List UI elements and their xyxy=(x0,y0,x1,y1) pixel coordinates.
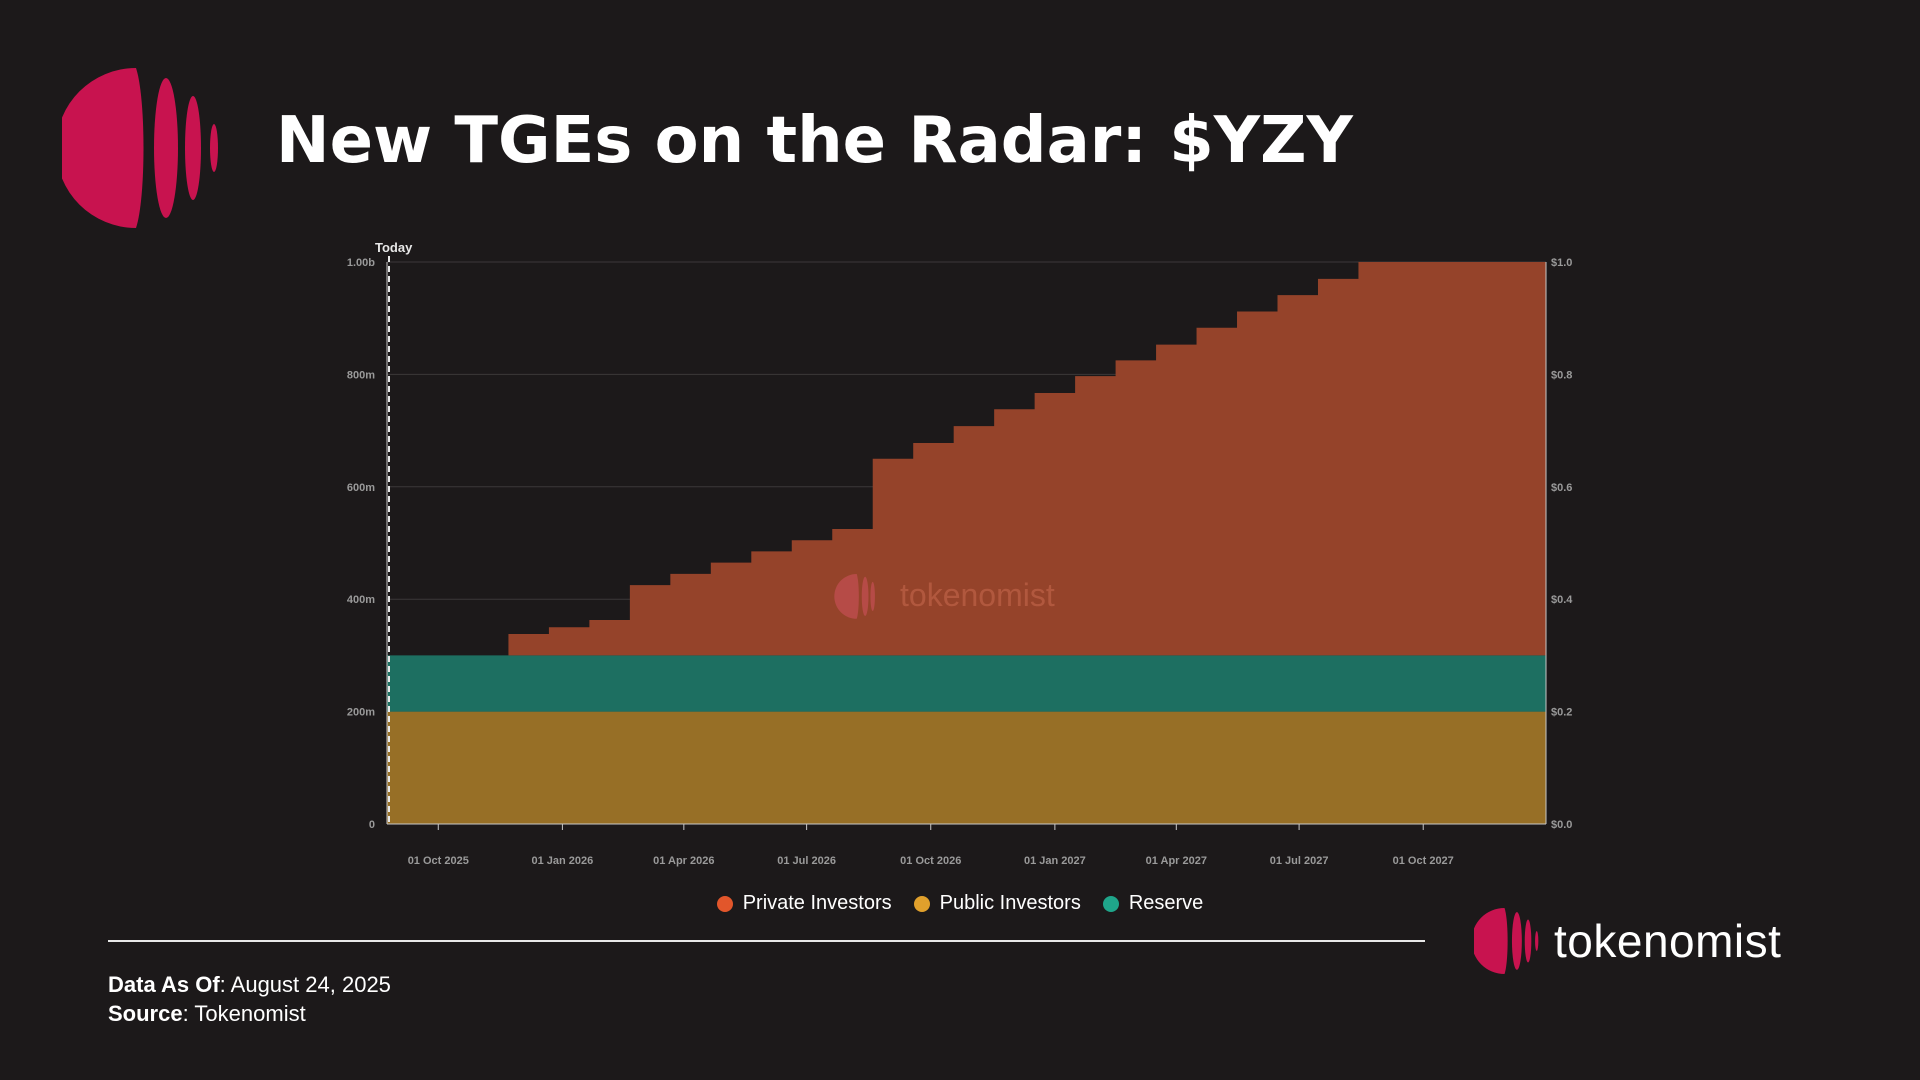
y-tick-label-left: 1.00b xyxy=(347,257,375,269)
x-tick-label: 01 Jul 2027 xyxy=(1270,855,1329,867)
y-tick-label-right: $0.4 xyxy=(1551,594,1573,606)
area-series xyxy=(387,262,1546,824)
series-private-investors xyxy=(387,262,1546,656)
today-marker: Today xyxy=(375,240,413,824)
x-tick-label: 01 Oct 2027 xyxy=(1393,855,1454,867)
y-tick-label-left: 200m xyxy=(347,707,375,719)
legend-item-reserve[interactable]: Reserve xyxy=(1102,892,1204,915)
watermark-logo-part xyxy=(870,581,875,611)
x-tick-label: 01 Oct 2026 xyxy=(900,855,961,867)
legend-item-private-investors[interactable]: Private Investors xyxy=(716,892,892,915)
footer-meta: Data As Of: August 24, 2025 Source: Toke… xyxy=(108,970,391,1028)
y-tick-label-right: $0.0 xyxy=(1551,819,1572,831)
x-tick-label: 01 Jul 2026 xyxy=(777,855,836,867)
data-as-of: Data As Of: August 24, 2025 xyxy=(108,970,391,999)
y-tick-label-left: 0 xyxy=(369,819,375,831)
legend-label: Private Investors xyxy=(742,892,892,914)
watermark-logo-icon xyxy=(834,574,875,619)
token-unlock-chart: tokenomist 0 $0.0 200m $0.2 400m $0.4 600m $0.6… xyxy=(347,240,1573,867)
page-title: New TGEs on the Radar: $YZY xyxy=(276,104,1353,178)
x-tick-label: 01 Jan 2026 xyxy=(532,855,594,867)
x-tick-label: 01 Jan 2027 xyxy=(1024,855,1086,867)
axes: 0 $0.0 200m $0.2 400m $0.4 600m $0.6 800m $0.8 1.0… xyxy=(347,257,1573,867)
tokenomist-logo-small-icon xyxy=(1474,908,1539,974)
y-tick-label-right: $1.0 xyxy=(1551,257,1572,269)
watermark-logo-part xyxy=(861,576,869,616)
chart-watermark: tokenomist xyxy=(900,577,1055,613)
source: Source: Tokenomist xyxy=(108,999,391,1028)
source-value: : Tokenomist xyxy=(182,1001,306,1026)
y-tick-label-left: 800m xyxy=(347,369,375,381)
y-tick-label-right: $0.6 xyxy=(1551,482,1572,494)
chart-legend: Private Investors Public Investors Reser… xyxy=(0,892,1920,915)
legend-dot-private xyxy=(716,895,733,912)
y-tick-label-right: $0.8 xyxy=(1551,369,1572,381)
data-as-of-value: : August 24, 2025 xyxy=(219,972,391,997)
today-label: Today xyxy=(375,240,413,255)
legend-dot-reserve xyxy=(1102,895,1119,912)
y-tick-label-left: 400m xyxy=(347,594,375,606)
footer-brand: tokenomist xyxy=(1474,908,1781,974)
y-tick-label-right: $0.2 xyxy=(1551,707,1572,719)
legend-dot-public xyxy=(913,895,930,912)
series-public-investors xyxy=(387,711,1546,824)
y-tick-label-left: 600m xyxy=(347,482,375,494)
footer-divider xyxy=(108,940,1425,942)
source-label: Source xyxy=(108,1001,183,1026)
x-tick-label: 01 Apr 2027 xyxy=(1146,855,1207,867)
tokenomist-logo-icon xyxy=(62,68,218,228)
legend-label: Reserve xyxy=(1128,892,1204,914)
data-as-of-label: Data As Of xyxy=(108,972,220,997)
footer-brand-name: tokenomist xyxy=(1554,915,1782,967)
x-tick-label: 01 Apr 2026 xyxy=(653,855,714,867)
series-reserve xyxy=(387,655,1546,712)
legend-item-public-investors[interactable]: Public Investors xyxy=(913,892,1081,915)
legend-label: Public Investors xyxy=(939,892,1081,914)
x-tick-label: 01 Oct 2025 xyxy=(408,855,469,867)
watermark-logo-part xyxy=(834,574,859,619)
